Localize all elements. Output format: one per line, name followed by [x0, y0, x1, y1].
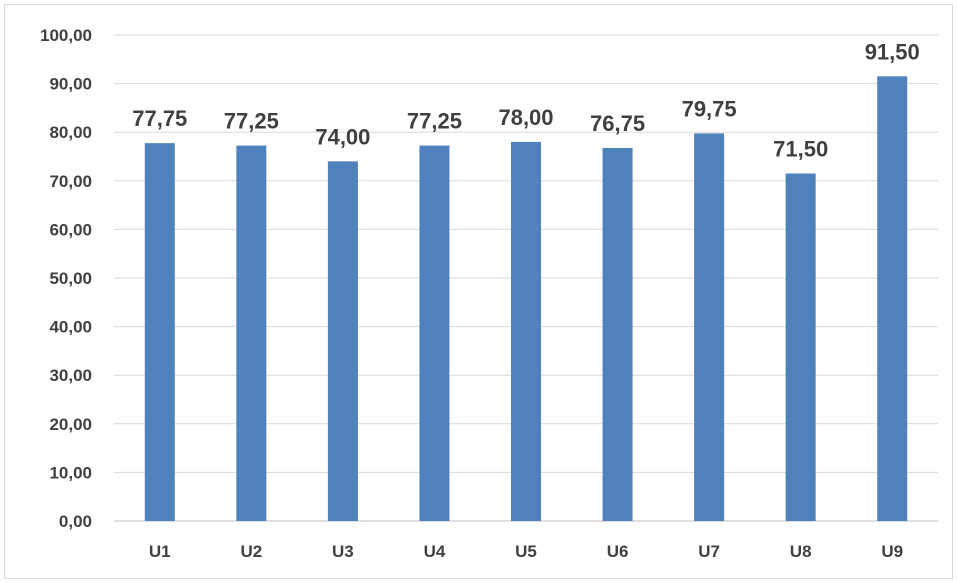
y-tick-label: 20,00: [49, 415, 92, 434]
x-tick-label: U4: [424, 542, 446, 561]
data-label: 76,75: [590, 111, 645, 136]
y-tick-label: 90,00: [49, 75, 92, 94]
bar-u4: [419, 145, 450, 521]
y-axis-tick-labels: 0,00 10,00 20,00 30,00 40,00 50,00 60,00 70,00 8…: [40, 26, 92, 531]
y-tick-label: 60,00: [49, 220, 92, 239]
bar-u9: [877, 76, 908, 521]
y-tick-label: 80,00: [49, 123, 92, 142]
data-label: 77,75: [132, 106, 187, 131]
x-tick-label: U2: [240, 542, 262, 561]
y-tick-label: 40,00: [49, 318, 92, 337]
data-label: 71,50: [773, 137, 828, 162]
data-label: 78,00: [498, 105, 553, 130]
bar-u2: [236, 145, 267, 521]
data-label: 77,25: [407, 109, 462, 134]
x-axis-tick-labels: U1 U2 U3 U4 U5 U6 U7 U8 U9: [149, 542, 903, 561]
x-tick-label: U6: [607, 542, 629, 561]
bar-u8: [785, 173, 816, 521]
data-label: 79,75: [682, 96, 737, 121]
y-tick-label: 100,00: [40, 26, 92, 45]
x-tick-label: U5: [515, 542, 537, 561]
bar-u1: [144, 143, 175, 521]
x-tick-label: U3: [332, 542, 354, 561]
x-tick-label: U1: [149, 542, 171, 561]
y-tick-label: 0,00: [59, 512, 92, 531]
bar-u5: [511, 141, 541, 522]
x-tick-label: U9: [881, 542, 903, 561]
x-tick-label: U7: [698, 542, 720, 561]
bars: [144, 76, 908, 522]
data-label: 74,00: [315, 124, 370, 149]
data-label: 77,25: [224, 109, 279, 134]
y-tick-label: 70,00: [49, 172, 92, 191]
y-tick-label: 10,00: [49, 463, 92, 482]
data-label: 91,50: [865, 39, 920, 64]
bar-u6: [602, 147, 633, 521]
bar-u7: [694, 133, 725, 522]
bar-u3: [327, 161, 358, 522]
y-tick-label: 50,00: [49, 269, 92, 288]
data-labels: 77,75 77,25 74,00 77,25 78,00 76,75 79,75 71,50…: [132, 39, 920, 161]
x-tick-label: U8: [790, 542, 812, 561]
y-tick-label: 30,00: [49, 366, 92, 385]
